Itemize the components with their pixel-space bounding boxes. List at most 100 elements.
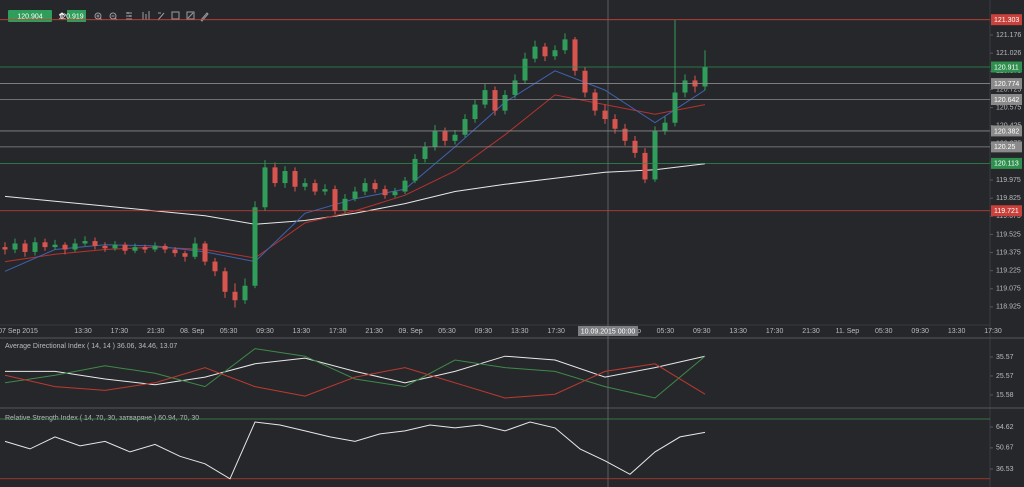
edit[interactable] [200, 12, 209, 22]
price-level-label: 120.774 [994, 81, 1019, 88]
x-tick-label: 13:30 [293, 328, 311, 335]
x-tick-label: 05:30 [875, 328, 893, 335]
x-tick-label: 05:30 [657, 328, 675, 335]
candle-body [462, 119, 468, 135]
candle-body [672, 92, 678, 123]
candle-body [352, 191, 358, 199]
x-tick-label: 21:30 [365, 328, 383, 335]
arrow-icon [59, 12, 65, 19]
candle-body [312, 183, 318, 192]
y-tick-label: 35.57 [996, 354, 1014, 361]
fullscreen[interactable] [186, 11, 195, 20]
candle-body [262, 167, 268, 208]
candle-body [572, 39, 578, 71]
candle-body [2, 247, 8, 250]
ask-box[interactable] [67, 10, 86, 22]
price-level-box [991, 125, 1022, 137]
price-level-box [991, 94, 1022, 106]
toolbar: 120.904 120.919 [8, 10, 209, 22]
candle-body [482, 90, 488, 105]
indicator-line [4, 421, 706, 480]
bid-box[interactable] [8, 10, 52, 22]
x-tick-label: 05:30 [438, 328, 456, 335]
candle-body [472, 104, 478, 120]
y-tick-label: 120.725 [996, 86, 1021, 93]
crosshair-label-box [578, 326, 638, 336]
x-tick-label: 08. Sep [180, 328, 204, 335]
candle-body [182, 253, 188, 257]
candle-body [232, 291, 238, 301]
price-level-label: 121.303 [994, 17, 1019, 24]
screenshot[interactable] [171, 11, 180, 20]
candle-body [12, 243, 18, 250]
candle-body [392, 191, 398, 196]
candle-body [242, 285, 248, 301]
price-level-box [991, 157, 1022, 169]
y-tick-label: 118.925 [996, 304, 1021, 311]
x-tick-label: 09. Sep [399, 328, 423, 335]
candle-body [302, 183, 308, 187]
price-level-box [991, 14, 1022, 26]
candle-body [22, 243, 28, 252]
price-level-label: 120.382 [994, 128, 1019, 135]
candle-body [122, 244, 128, 251]
candle-body [562, 39, 568, 51]
candle-body [642, 152, 648, 180]
candle-body [682, 80, 688, 93]
x-tick-label: 13:30 [948, 328, 966, 335]
y-tick-label: 15.58 [996, 392, 1014, 399]
y-tick-label: 36.53 [996, 466, 1014, 473]
candle-body [532, 46, 538, 59]
price-level-label: 120.642 [994, 97, 1019, 104]
crosshair-label: 10.09.2015 00:00 [581, 328, 636, 335]
candle-body [582, 70, 588, 93]
price-level-label: 119.721 [994, 208, 1019, 215]
candle-body [552, 50, 558, 57]
candle-body [192, 243, 198, 257]
y-tick-label: 50.67 [996, 445, 1014, 452]
y-tick-label: 64.62 [996, 424, 1014, 431]
indicator-line [4, 363, 706, 399]
candle-body [702, 67, 708, 87]
candle-body [42, 242, 48, 248]
candle-body [112, 244, 118, 249]
candle-body [142, 247, 148, 250]
x-tick-label: 13:30 [511, 328, 529, 335]
bid-price[interactable]: 120.904 [17, 13, 42, 20]
candle-body [332, 189, 338, 211]
y-tick-label: 119.075 [996, 286, 1021, 293]
ask-price[interactable]: 120.919 [58, 13, 83, 20]
price-level-box [991, 141, 1022, 153]
x-tick-label: 11. Sep [836, 328, 860, 335]
candle-body [522, 58, 528, 81]
candle-body [412, 158, 418, 181]
x-tick-label: 17:30 [766, 328, 784, 335]
candle-body [342, 198, 348, 211]
candle-body [72, 243, 78, 250]
candle-body [502, 94, 508, 111]
candle-body [372, 183, 378, 190]
indicators[interactable] [126, 12, 132, 20]
candle-body [612, 119, 618, 129]
candle-body [92, 241, 98, 246]
candle-body [592, 92, 598, 111]
draw-tools[interactable] [157, 12, 165, 21]
candle-body [272, 167, 278, 184]
candle-body [202, 243, 208, 262]
moving-average [4, 163, 706, 225]
chart-type[interactable] [142, 11, 150, 20]
candle-body [452, 134, 458, 141]
y-tick-label: 121.026 [996, 50, 1021, 57]
candle-body [652, 131, 658, 180]
price-level-label: 120.25 [994, 144, 1016, 151]
candle-body [212, 261, 218, 272]
candle-body [252, 207, 258, 286]
price-level-box [991, 205, 1022, 217]
y-tick-label: 120.575 [996, 104, 1021, 111]
y-tick-label: 119.825 [996, 195, 1021, 202]
candle-body [152, 245, 158, 250]
candle-body [622, 128, 628, 141]
candle-body [512, 80, 518, 95]
